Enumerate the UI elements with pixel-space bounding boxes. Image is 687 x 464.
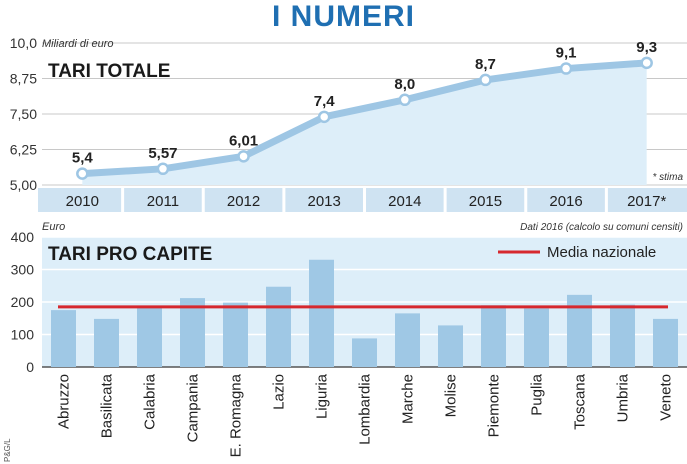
bar-veneto <box>653 318 678 367</box>
bar-y-ticks: 0 100 200 300 400 <box>11 229 35 375</box>
bar-piemonte <box>481 305 506 367</box>
bar-x-label: Veneto <box>658 374 675 421</box>
line-x-label: 2014 <box>388 193 421 210</box>
line-y-tick-label: 6,25 <box>10 142 37 158</box>
bar-x-label: Molise <box>443 374 460 417</box>
line-x-label: 2015 <box>469 193 502 210</box>
bar-x-label: Lombardia <box>357 373 374 445</box>
bar-x-label: Campania <box>185 373 202 442</box>
line-x-label: 2010 <box>66 193 99 210</box>
line-markers <box>76 56 653 180</box>
bar-note: Dati 2016 (calcolo su comuni censiti) <box>520 222 683 233</box>
page-title: I NUMERI <box>272 0 415 33</box>
line-data-labels: 5,4 5,57 6,01 7,4 8,0 8,7 9,1 9,3 <box>72 39 657 167</box>
tari-totale-chart: 5,00 6,25 7,50 8,75 10,0 5,4 5,57 6,01 7,4 8,0 8,… <box>10 35 687 212</box>
line-x-label: 2013 <box>308 193 341 210</box>
tari-totale-line <box>78 59 651 178</box>
line-point <box>76 167 89 180</box>
bar-x-labels: Abruzzo Basilicata Calabria Campania E. Roma… <box>56 373 675 457</box>
bar-campania <box>180 298 205 367</box>
line-y-tick-label: 10,0 <box>10 35 37 51</box>
bar-y-tick-label: 200 <box>11 294 35 310</box>
line-y-tick-label: 5,00 <box>10 177 37 193</box>
bar-chart-title: TARI PRO CAPITE <box>48 244 212 265</box>
line-point <box>237 150 250 163</box>
line-data-label: 9,3 <box>636 39 657 56</box>
line-area-fill <box>82 62 647 185</box>
line-data-label: 5,4 <box>72 150 94 167</box>
line-y-ticks: 5,00 6,25 7,50 8,75 10,0 <box>10 35 37 193</box>
bar-x-label: Puglia <box>529 373 546 415</box>
line-y-tick-label: 7,50 <box>10 106 37 122</box>
line-data-label: 8,7 <box>475 56 496 73</box>
bar-lazio <box>266 286 291 367</box>
bar-x-label: Umbria <box>615 373 632 422</box>
bar-x-label: Liguria <box>314 373 331 419</box>
credit-label: P&G/L <box>3 438 12 462</box>
bar-basilicata <box>94 318 119 367</box>
bar-x-label: Abruzzo <box>56 374 73 429</box>
line-x-label: 2016 <box>549 193 582 210</box>
bar-series <box>51 259 678 367</box>
bar-liguria <box>309 259 334 367</box>
line-x-label: 2012 <box>227 193 260 210</box>
bar-abruzzo <box>51 310 76 367</box>
line-data-label: 5,57 <box>148 145 177 162</box>
line-point <box>398 93 412 107</box>
bar-y-tick-label: 300 <box>11 262 35 278</box>
line-point <box>640 56 653 70</box>
bar-x-label: Lazio <box>271 374 288 410</box>
bar-x-label: E. Romagna <box>228 373 245 457</box>
bar-unit-label: Euro <box>42 221 65 233</box>
x-axis-band <box>38 188 687 212</box>
line-x-label: 2011 <box>147 193 179 210</box>
line-x-label: 2017* <box>627 193 666 210</box>
line-point <box>559 62 573 75</box>
bar-marche <box>395 313 420 367</box>
bar-y-tick-label: 0 <box>26 359 34 375</box>
bar-y-tick-label: 400 <box>11 229 35 245</box>
line-data-label: 6,01 <box>229 132 258 149</box>
bar-e-romagna <box>223 302 248 367</box>
line-point <box>317 110 331 124</box>
bar-y-tick-label: 100 <box>11 327 35 343</box>
tari-pro-capite-chart: 0 100 200 300 400 Abruzzo Basilicata Calabria C… <box>11 221 687 457</box>
bar-x-label: Calabria <box>142 373 159 430</box>
line-note: * stima <box>652 172 683 183</box>
line-y-tick-label: 8,75 <box>10 71 37 87</box>
line-data-label: 7,4 <box>314 93 336 110</box>
line-point <box>156 162 170 176</box>
bar-x-label: Basilicata <box>99 373 116 438</box>
bar-umbria <box>610 304 635 367</box>
line-point <box>479 73 492 87</box>
line-unit-label: Miliardi di euro <box>42 38 114 50</box>
bar-puglia <box>524 308 549 367</box>
bar-x-label: Piemonte <box>486 374 503 437</box>
bar-lombardia <box>352 338 377 367</box>
line-data-label: 8,0 <box>394 76 415 93</box>
legend-label: Media nazionale <box>547 244 656 261</box>
bar-x-label: Marche <box>400 374 417 424</box>
bar-molise <box>438 325 463 367</box>
line-data-label: 9,1 <box>556 45 577 62</box>
bar-x-label: Toscana <box>572 373 589 430</box>
line-x-labels: 2010 2011 2012 2013 2014 2015 2016 2017* <box>66 188 666 212</box>
line-chart-title: TARI TOTALE <box>48 61 170 82</box>
bar-calabria <box>137 307 162 367</box>
